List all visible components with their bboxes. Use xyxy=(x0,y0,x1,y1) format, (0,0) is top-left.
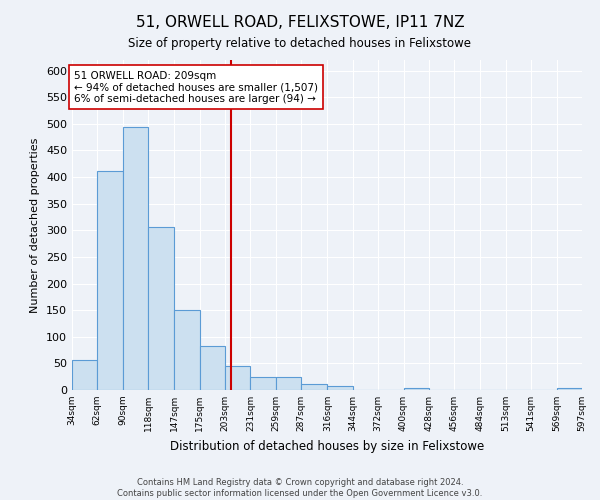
Bar xyxy=(123,127,148,390)
Text: Contains HM Land Registry data © Crown copyright and database right 2024.
Contai: Contains HM Land Registry data © Crown c… xyxy=(118,478,482,498)
Bar xyxy=(225,366,250,390)
Bar xyxy=(301,384,328,390)
Bar xyxy=(328,386,353,390)
Bar xyxy=(97,171,123,390)
Bar xyxy=(175,310,200,390)
Text: 51, ORWELL ROAD, FELIXSTOWE, IP11 7NZ: 51, ORWELL ROAD, FELIXSTOWE, IP11 7NZ xyxy=(136,15,464,30)
Bar xyxy=(276,376,301,390)
Bar xyxy=(72,360,97,390)
X-axis label: Distribution of detached houses by size in Felixstowe: Distribution of detached houses by size … xyxy=(170,440,484,452)
Bar xyxy=(404,388,429,390)
Text: Size of property relative to detached houses in Felixstowe: Size of property relative to detached ho… xyxy=(128,38,472,51)
Bar xyxy=(200,346,225,390)
Bar xyxy=(148,226,175,390)
Bar xyxy=(557,388,582,390)
Text: 51 ORWELL ROAD: 209sqm
← 94% of detached houses are smaller (1,507)
6% of semi-d: 51 ORWELL ROAD: 209sqm ← 94% of detached… xyxy=(74,70,318,104)
Bar xyxy=(250,376,276,390)
Y-axis label: Number of detached properties: Number of detached properties xyxy=(31,138,40,312)
